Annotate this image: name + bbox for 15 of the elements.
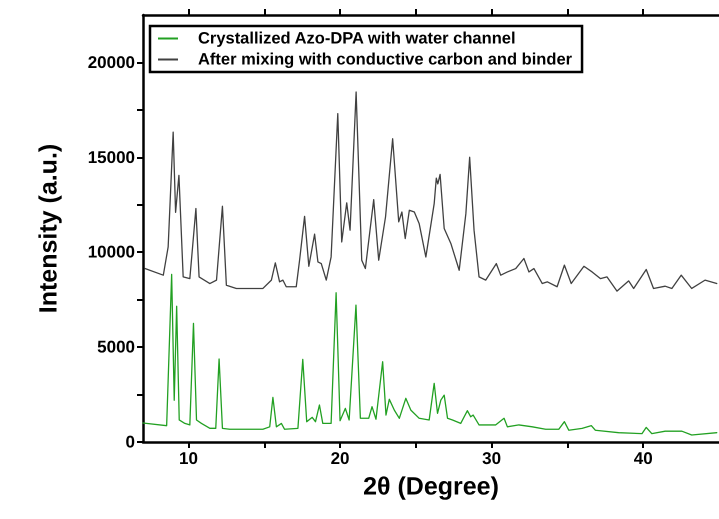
- x-tick-label: 20: [330, 449, 350, 468]
- y-tick-label: 20000: [88, 52, 135, 72]
- y-tick-label: 15000: [88, 148, 135, 167]
- legend-label: Crystallized Azo-DPA with water channel: [198, 30, 516, 48]
- line-series: [142, 274, 718, 436]
- x-tick-label: 10: [179, 449, 198, 468]
- y-axis-title: Intensity (a.u.): [34, 144, 62, 314]
- y-tick-label: 10000: [88, 242, 135, 262]
- x-axis-title: 2θ (Degree): [363, 472, 499, 500]
- x-tick-label: 30: [482, 449, 502, 468]
- y-tick-label: 5000: [97, 338, 135, 357]
- line-series: [144, 91, 718, 292]
- legend-label: After mixing with conductive carbon and binder: [198, 50, 573, 68]
- x-tick-label: 40: [634, 449, 653, 468]
- y-tick-label: 0: [126, 432, 135, 452]
